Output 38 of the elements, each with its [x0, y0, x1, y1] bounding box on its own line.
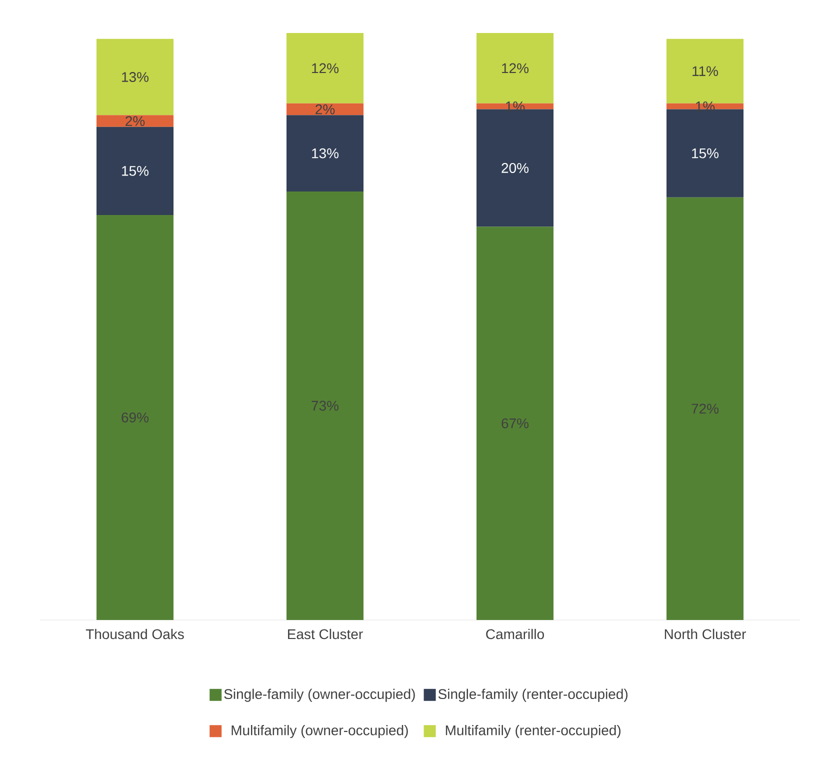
bar: [476, 32, 554, 104]
data-label: 12%: [502, 63, 529, 74]
bar: [476, 103, 554, 110]
data-label: 2%: [316, 104, 335, 114]
data-label: 13%: [312, 148, 339, 158]
data-label: 13%: [122, 72, 149, 82]
data-label: 2%: [126, 116, 145, 126]
data-label: 67%: [502, 418, 529, 428]
bar: [96, 214, 174, 620]
data-label: 15%: [122, 166, 149, 176]
data-label: 15%: [692, 148, 719, 158]
data-label: 72%: [692, 404, 719, 414]
x-tick-label: East Cluster: [288, 628, 363, 640]
bar: [666, 197, 744, 620]
bar: [96, 38, 174, 116]
data-label: 69%: [122, 412, 149, 422]
legend-label: Single-family (owner-occupied): [224, 688, 415, 702]
x-tick-label: Thousand Oaks: [86, 628, 184, 640]
data-label: 12%: [312, 63, 339, 74]
bar: [96, 115, 174, 127]
bar: [96, 126, 174, 215]
data-label: 73%: [312, 400, 339, 411]
data-label: 20%: [502, 163, 529, 173]
bar: [286, 103, 364, 116]
x-tick-label: Camarillo: [486, 628, 544, 640]
legend-label: Multifamily (renter-occupied): [446, 725, 620, 738]
bar: [286, 32, 364, 104]
x-tick-label: North Cluster: [664, 628, 746, 640]
bar: [666, 103, 744, 110]
bar: [476, 226, 554, 620]
bar: [286, 115, 364, 192]
data-label: 11%: [692, 66, 718, 76]
bar: [286, 191, 364, 620]
data-label: 1%: [506, 101, 525, 112]
legend-label: Single-family (renter-occupied): [438, 688, 628, 702]
data-label: 1%: [696, 101, 715, 112]
legend-label: Multifamily (owner-occupied): [232, 725, 408, 738]
bar: [666, 38, 744, 104]
